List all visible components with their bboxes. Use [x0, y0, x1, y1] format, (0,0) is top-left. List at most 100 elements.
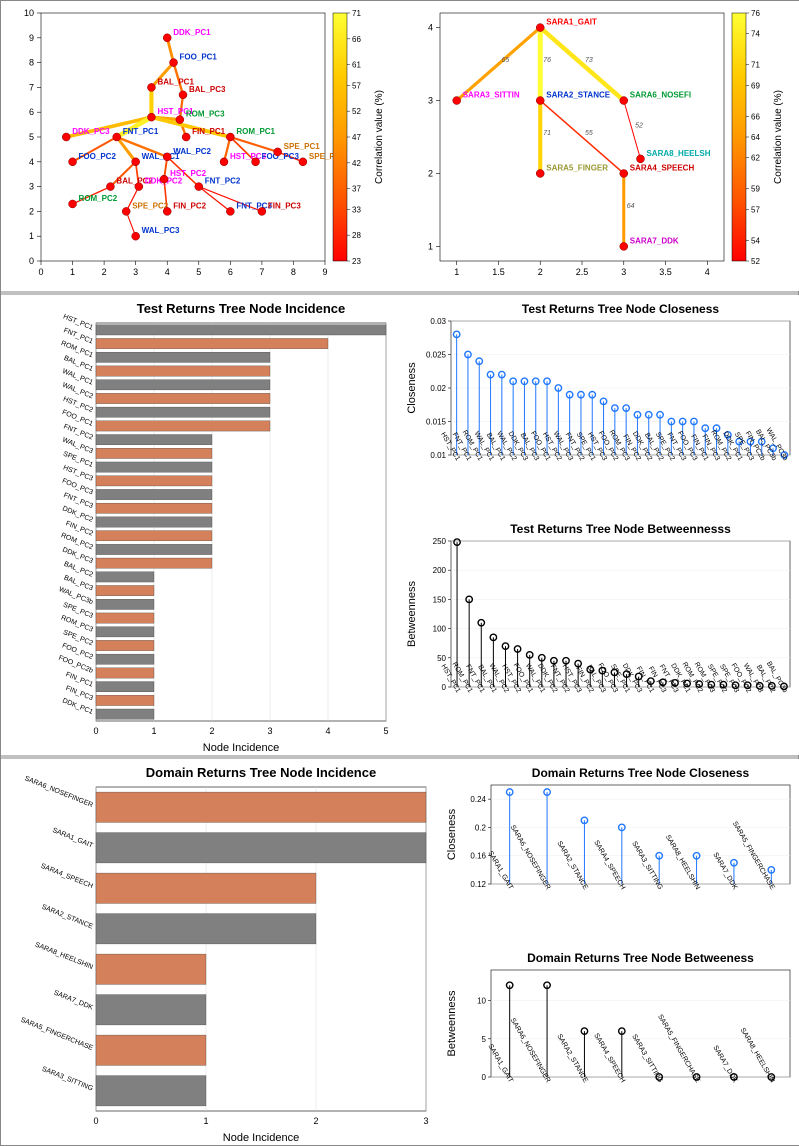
svg-text:Betweenness: Betweenness	[446, 990, 458, 1057]
svg-text:37: 37	[352, 185, 361, 194]
svg-text:71: 71	[751, 61, 760, 70]
svg-text:Domain Returns Tree Node Betwe: Domain Returns Tree Node Betweeness	[527, 951, 754, 965]
svg-text:3: 3	[423, 1116, 428, 1126]
panel-d: Domain Returns Tree Node Incidence0123No…	[1, 759, 799, 1145]
svg-text:2: 2	[538, 267, 543, 277]
panel-d-betweenness-svg: Domain Returns Tree Node Betweeness0510B…	[441, 948, 799, 1141]
svg-text:52: 52	[635, 123, 643, 130]
svg-text:1: 1	[454, 267, 459, 277]
svg-text:10: 10	[477, 997, 486, 1006]
svg-text:3: 3	[428, 96, 433, 106]
svg-text:28: 28	[352, 231, 361, 240]
svg-text:2: 2	[29, 206, 34, 216]
svg-text:FIN_PC2: FIN_PC2	[173, 201, 206, 210]
svg-text:0.02: 0.02	[430, 384, 446, 393]
svg-text:57: 57	[751, 205, 760, 214]
svg-text:9: 9	[322, 267, 327, 277]
svg-text:4: 4	[29, 157, 34, 167]
svg-text:3: 3	[29, 182, 34, 192]
panel-c-closeness-svg: Test Returns Tree Node Closeness 0.01 0.01…	[401, 299, 799, 519]
svg-text:0: 0	[38, 267, 43, 277]
svg-text:0.2: 0.2	[475, 823, 487, 832]
svg-text:Correlation value (%): Correlation value (%)	[374, 90, 385, 184]
svg-text:52: 52	[352, 107, 361, 116]
svg-text:71: 71	[543, 130, 551, 137]
svg-text:0: 0	[29, 256, 34, 266]
svg-text:5: 5	[196, 267, 201, 277]
svg-text:SARA1_GAIT: SARA1_GAIT	[546, 18, 597, 27]
svg-text:WAL_PC3: WAL_PC3	[142, 226, 180, 235]
svg-text:64: 64	[627, 203, 635, 210]
svg-text:SARA4_SPEECH: SARA4_SPEECH	[630, 163, 695, 172]
svg-text:SARA6_NOSEFINGER: SARA6_NOSEFINGER	[509, 1017, 552, 1084]
svg-text:7: 7	[259, 267, 264, 277]
svg-text:4: 4	[705, 267, 710, 277]
svg-text:Closeness: Closeness	[406, 362, 418, 414]
svg-text:8: 8	[29, 58, 34, 68]
panel-c-incidence-svg: Test Returns Tree Node Incidence012345No…	[1, 299, 401, 755]
svg-text:0.015: 0.015	[426, 418, 447, 427]
svg-text:0: 0	[482, 1073, 487, 1082]
svg-text:5: 5	[383, 726, 388, 736]
svg-text:0.01: 0.01	[430, 451, 446, 460]
svg-text:SARA5_FINGERCHASE: SARA5_FINGERCHASE	[19, 1017, 94, 1053]
svg-text:0.025: 0.025	[426, 351, 447, 360]
svg-text:SARA3_SITTIN: SARA3_SITTIN	[463, 91, 520, 100]
svg-text:1: 1	[151, 726, 156, 736]
svg-text:WAL_PC2: WAL_PC2	[173, 147, 211, 156]
svg-text:76: 76	[751, 9, 760, 18]
svg-text:1: 1	[428, 241, 433, 251]
svg-text:74: 74	[751, 30, 760, 39]
svg-text:Test Returns Tree Node Closene: Test Returns Tree Node Closeness	[522, 302, 720, 316]
svg-text:6: 6	[29, 107, 34, 117]
svg-text:150: 150	[433, 595, 447, 604]
svg-text:DDK_PC3: DDK_PC3	[72, 127, 110, 136]
svg-text:FIN_PC3: FIN_PC3	[268, 201, 301, 210]
svg-text:SARA5_FINGER: SARA5_FINGER	[546, 163, 608, 172]
svg-text:200: 200	[433, 566, 447, 575]
svg-text:61: 61	[352, 61, 361, 70]
svg-text:50: 50	[437, 654, 446, 663]
svg-text:FIN_PC1: FIN_PC1	[192, 127, 225, 136]
panel-a-svg: 0123456789012345678910DDK_PC1FOO_PC1BAL_…	[1, 1, 400, 291]
svg-text:23: 23	[352, 257, 361, 266]
svg-text:Node Incidence: Node Incidence	[203, 742, 279, 754]
svg-text:SARA3_SITTING: SARA3_SITTING	[630, 840, 663, 891]
svg-text:SARA8_HEELSH: SARA8_HEELSH	[646, 149, 710, 158]
svg-text:SARA2_STANCE: SARA2_STANCE	[555, 1033, 589, 1084]
svg-text:0: 0	[442, 683, 447, 692]
svg-text:71: 71	[352, 9, 361, 18]
svg-text:66: 66	[751, 112, 760, 121]
svg-text:Node Incidence: Node Incidence	[223, 1132, 299, 1144]
svg-text:6: 6	[228, 267, 233, 277]
svg-text:59: 59	[751, 185, 760, 194]
svg-text:SARA2_STANCE: SARA2_STANCE	[555, 840, 589, 891]
svg-text:SARA3_SITTING: SARA3_SITTING	[630, 1033, 663, 1084]
svg-text:SARA4_SPEECH: SARA4_SPEECH	[592, 1032, 626, 1084]
svg-text:ROM_PC2: ROM_PC2	[79, 194, 118, 203]
svg-text:2: 2	[428, 168, 433, 178]
svg-text:SARA8_HEELSHIN: SARA8_HEELSHIN	[664, 834, 701, 891]
svg-text:33: 33	[352, 205, 361, 214]
svg-text:100: 100	[433, 625, 447, 634]
svg-text:1: 1	[203, 1116, 208, 1126]
svg-text:8: 8	[291, 267, 296, 277]
panel-a: 0123456789012345678910DDK_PC1FOO_PC1BAL_…	[1, 1, 400, 291]
svg-text:66: 66	[352, 35, 361, 44]
svg-text:2: 2	[313, 1116, 318, 1126]
panel-d-closeness-svg: Domain Returns Tree Node Closeness0.120.…	[441, 763, 799, 948]
svg-text:FNT_PC1: FNT_PC1	[123, 127, 159, 136]
svg-text:4: 4	[165, 267, 170, 277]
svg-text:0.12: 0.12	[470, 880, 486, 889]
svg-text:1.5: 1.5	[492, 267, 505, 277]
svg-text:SARA2_STANCE: SARA2_STANCE	[41, 904, 95, 931]
svg-text:Correlation value (%): Correlation value (%)	[773, 90, 784, 184]
svg-text:SARA8_HEELSHIN: SARA8_HEELSHIN	[739, 1027, 776, 1084]
figure-root: { "panelA": { "label": "A", "xlim": [0, …	[0, 0, 799, 1146]
svg-text:0: 0	[93, 1116, 98, 1126]
svg-text:73: 73	[585, 57, 593, 64]
svg-text:SARA4_SPEECH: SARA4_SPEECH	[40, 863, 94, 890]
svg-text:ROM_PC1: ROM_PC1	[236, 127, 275, 136]
panel-b-svg: 11.522.533.54123465767371555264SARA1_GAI…	[400, 1, 799, 291]
svg-text:2: 2	[209, 726, 214, 736]
